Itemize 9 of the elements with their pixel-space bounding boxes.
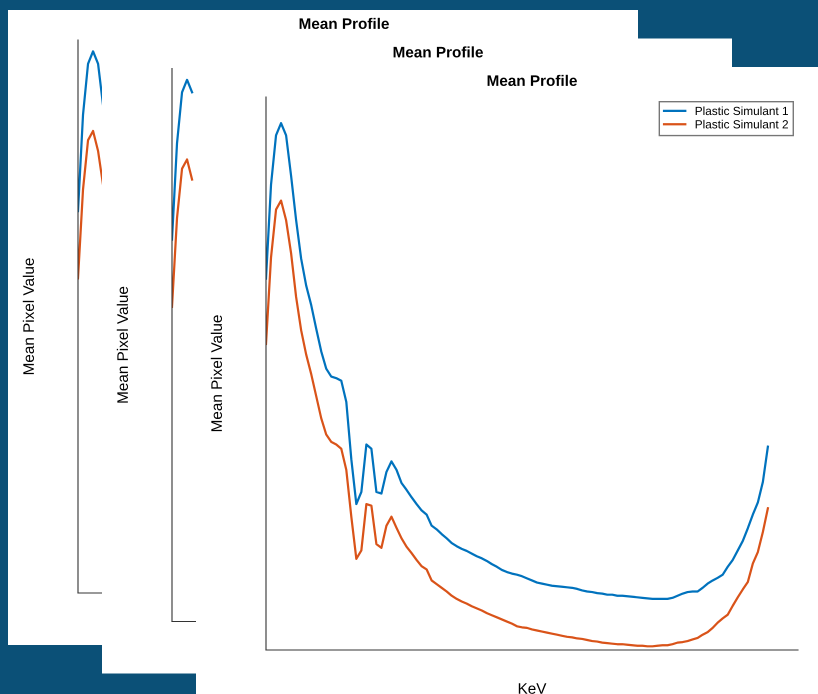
y-axis-title: Mean Pixel Value	[22, 258, 34, 374]
legend-label: Plastic Simulant 2	[696, 120, 788, 128]
y-axis-title: Mean Pixel Value	[116, 286, 128, 403]
chart-title: Mean Profile	[394, 46, 483, 58]
chart-title: Mean Profile	[300, 18, 389, 30]
x-axis-title: KeV	[518, 683, 546, 694]
y-axis-title: Mean Pixel Value	[210, 315, 222, 432]
chart-title: Mean Profile	[488, 74, 577, 86]
legend-label: Plastic Simulant 1	[696, 106, 788, 116]
